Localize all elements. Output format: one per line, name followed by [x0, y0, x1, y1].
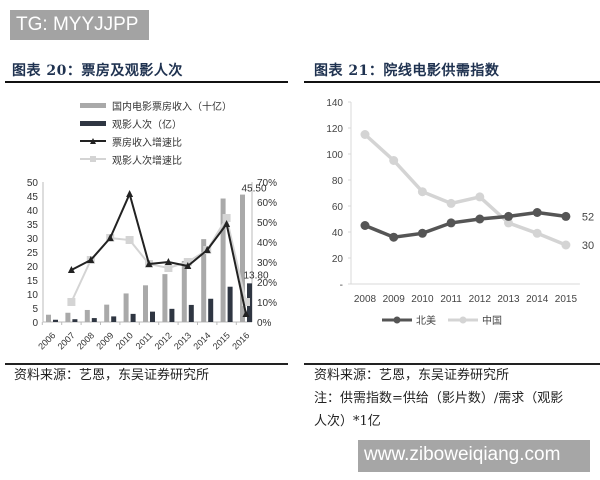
svg-text:0: 0 — [32, 318, 38, 329]
svg-text:2008: 2008 — [75, 330, 96, 351]
svg-text:2014: 2014 — [526, 294, 549, 305]
right-chart-lines — [360, 130, 571, 250]
svg-text:2012: 2012 — [153, 330, 174, 351]
svg-text:40: 40 — [27, 206, 39, 217]
svg-text:140: 140 — [326, 98, 343, 109]
svg-text:30%: 30% — [257, 258, 277, 269]
svg-text:2011: 2011 — [440, 294, 462, 305]
svg-text:50%: 50% — [257, 218, 277, 229]
svg-text:2008: 2008 — [354, 294, 377, 305]
svg-text:100: 100 — [326, 150, 343, 161]
svg-text:2015: 2015 — [555, 294, 578, 305]
svg-text:40%: 40% — [257, 238, 277, 249]
svg-text:50: 50 — [27, 178, 39, 189]
watermark-top: TG: MYYJJPP — [10, 10, 149, 40]
svg-text:20: 20 — [332, 254, 344, 265]
svg-text:40: 40 — [332, 228, 344, 239]
svg-text:120: 120 — [326, 124, 343, 135]
svg-text:2010: 2010 — [411, 294, 434, 305]
left-chart-bars — [46, 194, 252, 322]
legend-square-line-icon — [80, 156, 106, 162]
svg-text:52: 52 — [582, 211, 594, 223]
right-source: 资料来源：艺恩，东吴证券研究所 — [314, 368, 510, 383]
left-source: 资料来源：艺恩，东吴证券研究所 — [14, 368, 210, 383]
right-chart-axes: - 20 40 60 80 100 120 140 2008 2009 2010 2011 2012 20… — [326, 98, 580, 305]
right-chart: - 20 40 60 80 100 120 140 2008 2009 2010 2011 2012 20… — [326, 98, 594, 327]
legend-triangle-line-icon — [80, 138, 106, 144]
svg-text:2007: 2007 — [56, 330, 77, 351]
svg-text:-: - — [340, 280, 343, 291]
svg-text:70%: 70% — [257, 178, 277, 189]
svg-text:2014: 2014 — [191, 330, 212, 351]
svg-text:30: 30 — [27, 234, 39, 245]
right-source-rule — [304, 363, 600, 365]
svg-text:10: 10 — [27, 290, 39, 301]
svg-text:2013: 2013 — [172, 330, 193, 351]
svg-text:0%: 0% — [257, 318, 272, 329]
legend-swatch-gray-bar — [80, 102, 106, 108]
svg-text:5: 5 — [32, 304, 38, 315]
right-note-line1: 注：供需指数=供给（影片数）/需求（观影 — [314, 391, 564, 406]
legend-item-admissions: 观影人次（亿） — [80, 116, 182, 131]
left-source-rule — [5, 363, 288, 365]
svg-text:2009: 2009 — [94, 330, 115, 351]
svg-text:60: 60 — [332, 202, 344, 213]
svg-text:2006: 2006 — [36, 330, 57, 351]
legend-label: 观影人次（亿） — [112, 119, 182, 131]
left-chart: 0 5 10 15 20 25 30 35 40 45 50 0% 10% 20% 30% 40% 50% 60%… — [27, 178, 277, 352]
legend-label: 观影人次增速比 — [112, 155, 182, 167]
svg-text:15: 15 — [27, 276, 39, 287]
svg-text:2016: 2016 — [230, 330, 251, 351]
left-chart-labels: 45.50 13.80 — [241, 184, 268, 282]
svg-text:25: 25 — [27, 248, 39, 259]
svg-text:45: 45 — [27, 192, 39, 203]
svg-text:60%: 60% — [257, 198, 277, 209]
legend-item-box-office: 国内电影票房收入（十亿） — [80, 98, 232, 113]
svg-text:北美: 北美 — [416, 314, 436, 327]
right-chart-legend: 北美 中国 — [382, 314, 502, 327]
svg-text:35: 35 — [27, 220, 39, 231]
svg-text:20: 20 — [27, 262, 39, 273]
svg-text:2011: 2011 — [134, 330, 155, 351]
svg-text:80: 80 — [332, 176, 344, 187]
legend-label: 票房收入增速比 — [112, 137, 182, 149]
svg-text:2010: 2010 — [114, 330, 135, 351]
legend-item-box-office-growth: 票房收入增速比 — [80, 134, 182, 149]
right-title-rule — [304, 81, 600, 83]
svg-text:2012: 2012 — [469, 294, 492, 305]
left-chart-lines — [67, 190, 250, 317]
svg-text:13.80: 13.80 — [243, 270, 268, 281]
svg-text:45.50: 45.50 — [241, 184, 266, 195]
right-note-line2: 人次）*1亿 — [314, 414, 381, 429]
svg-text:中国: 中国 — [482, 314, 502, 327]
legend-label: 国内电影票房收入（十亿） — [112, 101, 232, 113]
svg-text:20%: 20% — [257, 278, 277, 289]
legend-swatch-dark-bar — [80, 120, 106, 126]
svg-text:2015: 2015 — [211, 330, 232, 351]
left-title-rule — [5, 81, 288, 83]
svg-text:30: 30 — [582, 240, 594, 252]
right-chart-labels: 52 30 — [582, 211, 594, 252]
legend-item-admissions-growth: 观影人次增速比 — [80, 152, 182, 167]
svg-text:2009: 2009 — [383, 294, 406, 305]
svg-text:10%: 10% — [257, 298, 277, 309]
watermark-bottom: www.ziboweiqiang.com — [358, 440, 590, 472]
right-chart-title: 图表 21：院线电影供需指数 — [314, 63, 500, 79]
svg-text:2013: 2013 — [497, 294, 520, 305]
left-chart-title: 图表 20：票房及观影人次 — [12, 63, 183, 79]
